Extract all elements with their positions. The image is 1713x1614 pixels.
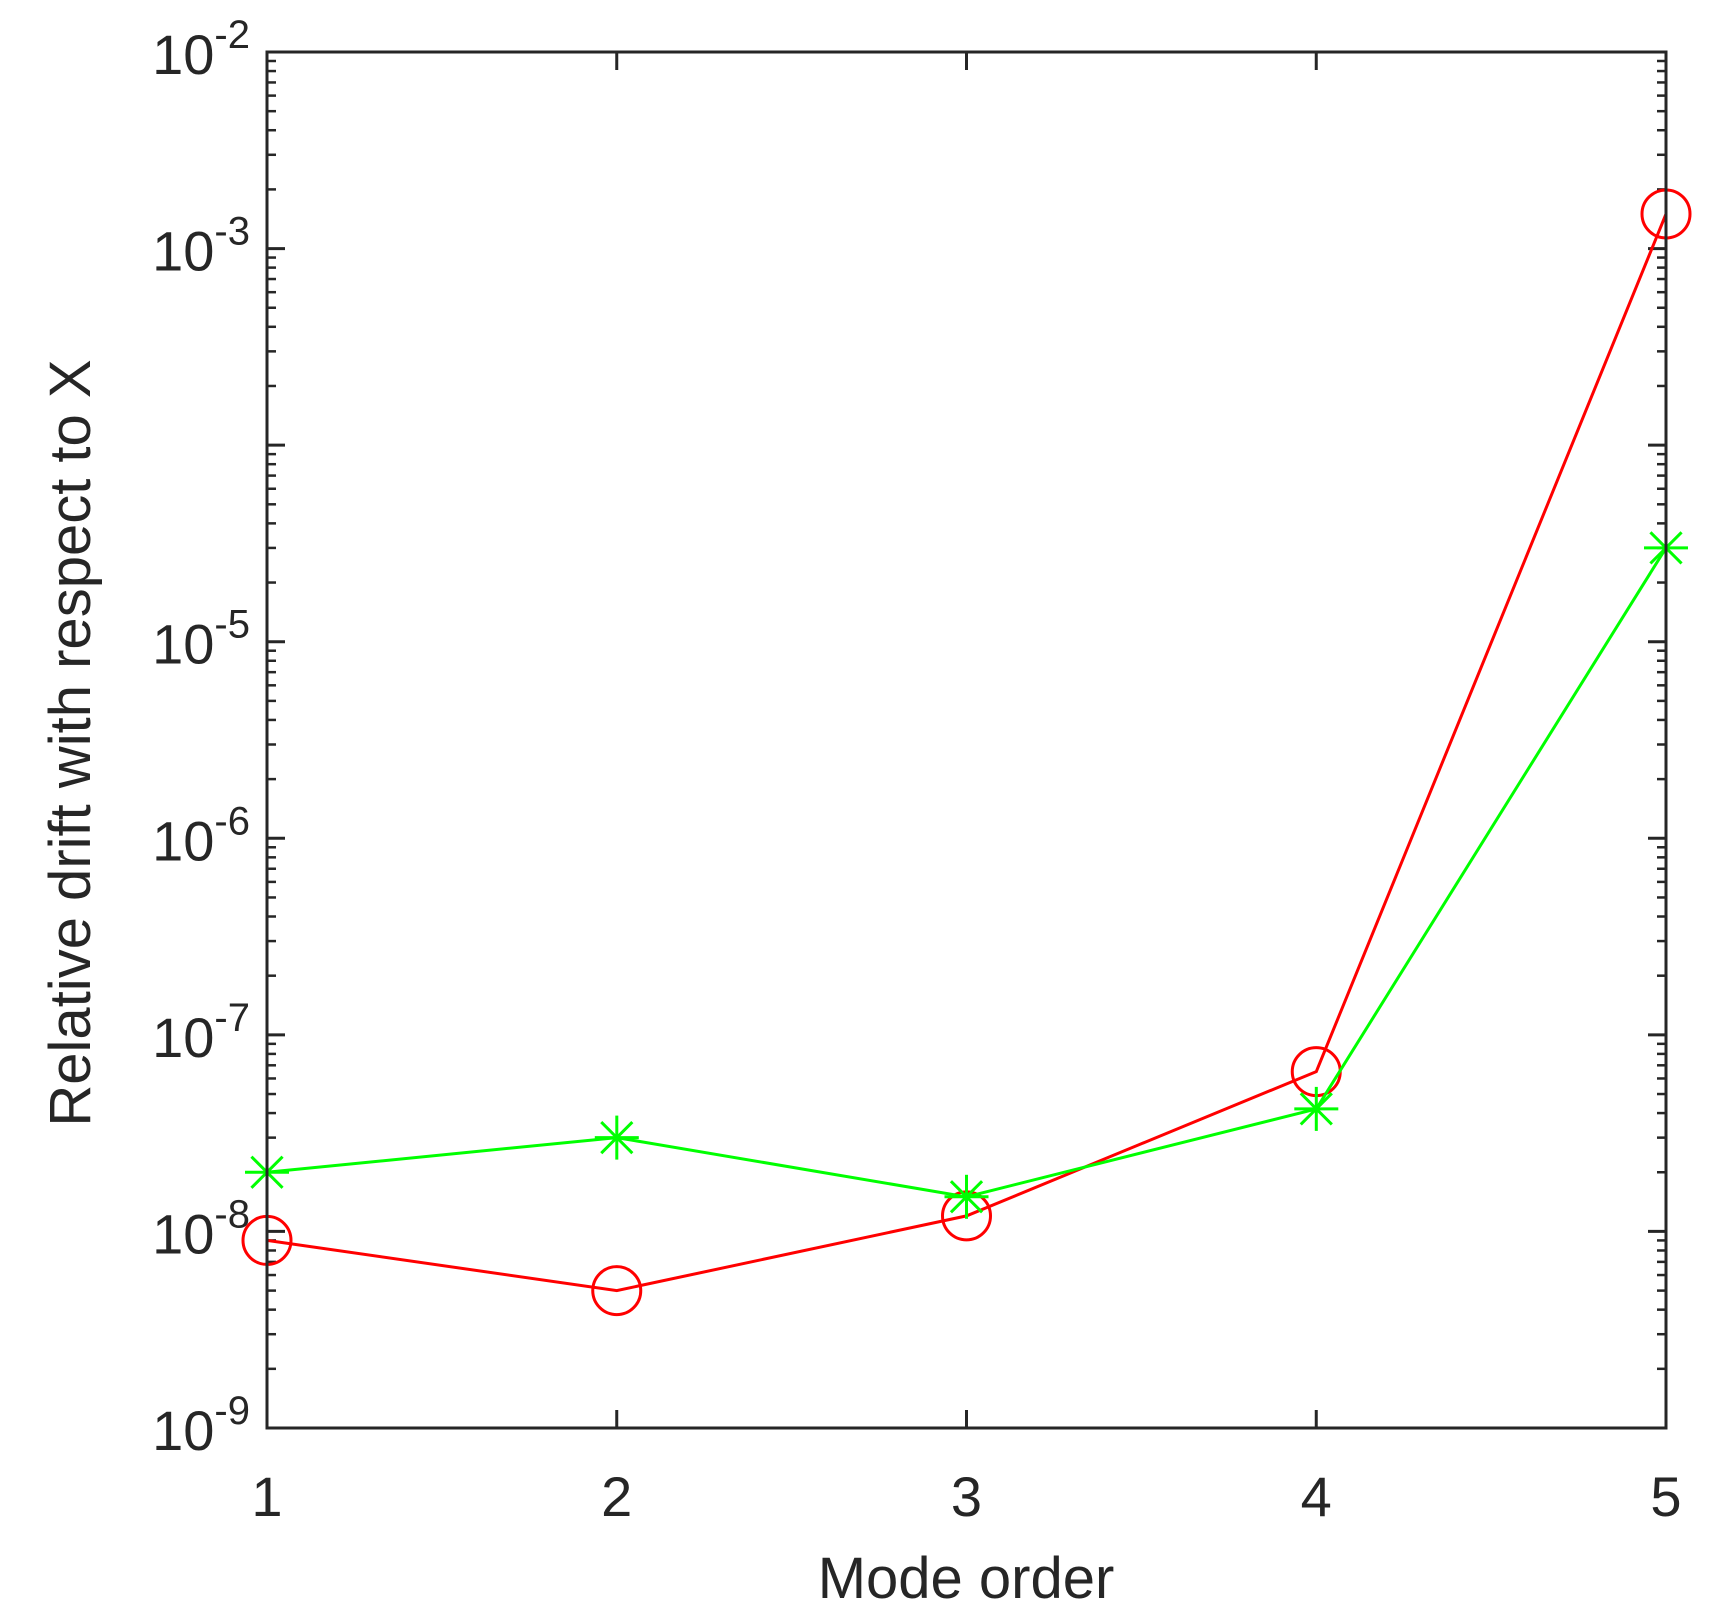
y-tick-label: 10-9	[152, 1389, 250, 1462]
series-2-point	[944, 1174, 989, 1219]
tick-labels: 1 2 3 4 5 10-9 10-8 10-7 10-6 10-5 10-3 10-2	[152, 13, 1681, 1528]
y-axis-label: Relative drift with respect to X	[38, 359, 103, 1126]
x-tick-label: 4	[1301, 1465, 1332, 1528]
series-2-point	[1294, 1086, 1339, 1131]
y-tick-label: 10-3	[152, 210, 250, 283]
y-tick-label: 10-5	[152, 603, 250, 676]
y-tick-label: 10-2	[152, 13, 250, 86]
x-tick-label: 1	[251, 1465, 282, 1528]
series-2-point	[594, 1115, 639, 1160]
x-tick-label: 5	[1650, 1465, 1681, 1528]
x-tick-label: 2	[601, 1465, 632, 1528]
y-tick-label: 10-6	[152, 799, 250, 872]
plot-frame-box	[265, 50, 1668, 1430]
series-1-point	[591, 1265, 643, 1317]
x-axis-label: Mode order	[818, 1546, 1115, 1611]
x-tick-label: 3	[951, 1465, 982, 1528]
y-tick-label: 10-8	[152, 1192, 250, 1265]
y-tick-label: 10-7	[152, 996, 250, 1069]
plot-frame	[265, 50, 1668, 1430]
